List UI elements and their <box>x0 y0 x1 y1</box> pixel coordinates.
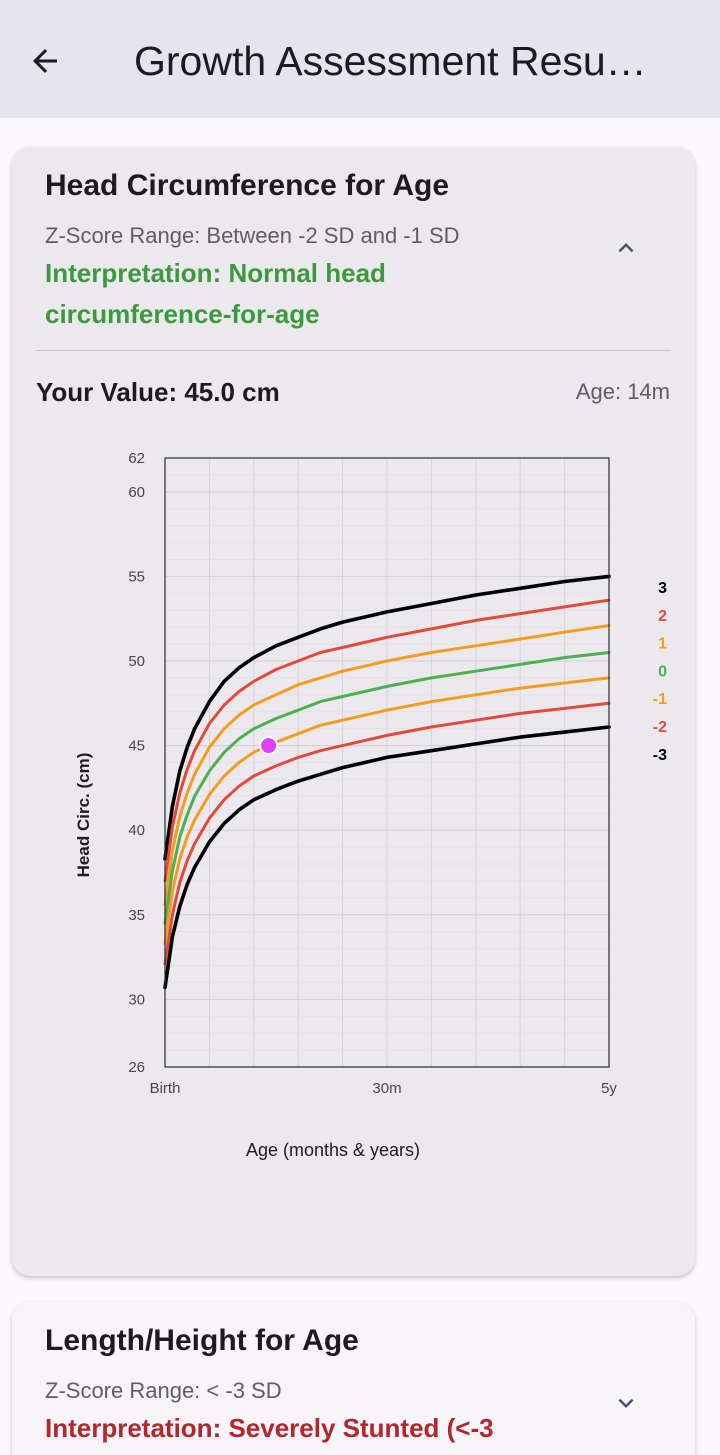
legend-label--3: -3 <box>653 747 667 764</box>
legend-label--2: -2 <box>653 719 667 736</box>
y-tick-label: 40 <box>128 822 145 839</box>
legend-label-3: 3 <box>658 580 667 597</box>
x-tick-label: 5y <box>601 1080 617 1097</box>
x-tick-label: 30m <box>372 1080 401 1097</box>
card-title: Head Circumference for Age <box>45 169 450 202</box>
app-bar: Growth Assessment Resu… <box>0 0 720 118</box>
series-line-3 <box>163 574 611 861</box>
legend-label-1: 1 <box>658 636 667 653</box>
your-value-marker <box>259 736 279 756</box>
y-tick-label: 35 <box>128 907 145 924</box>
legend-label--1: -1 <box>653 691 667 708</box>
interpretation-text: Interpretation: Severely Stunted (<-3 <box>45 1413 494 1443</box>
growth-chart: 3 2 1 0 -1 -2 -3 26 30 35 40 45 50 55 60 62 Birth 30m 5y Ag… <box>74 450 667 1160</box>
series-line-0 <box>163 651 611 925</box>
z-score-range: Z-Score Range: < -3 SD <box>45 1378 282 1403</box>
series-line--2 <box>163 701 611 966</box>
y-tick-label: 50 <box>128 653 145 670</box>
y-tick-label: 26 <box>128 1059 145 1076</box>
legend-label-2: 2 <box>658 608 667 625</box>
y-tick-label: 62 <box>128 450 145 467</box>
card-title: Length/Height for Age <box>45 1324 359 1357</box>
chevron-down-icon[interactable] <box>611 1388 641 1418</box>
y-tick-label: 55 <box>128 568 145 585</box>
arrow-left-icon <box>33 49 57 73</box>
divider <box>36 350 671 351</box>
y-tick-label: 30 <box>128 991 145 1008</box>
plot-frame <box>164 457 610 1068</box>
y-axis-title: Head Circ. (cm) <box>74 753 93 878</box>
legend-label-0: 0 <box>658 663 667 680</box>
x-axis-title: Age (months & years) <box>246 1140 420 1160</box>
your-value: Your Value: 45.0 cm <box>36 377 280 407</box>
series-line-2 <box>163 598 611 883</box>
head-circumference-card: Head Circumference for Age Z-Score Range… <box>12 147 695 1276</box>
y-tick-label: 60 <box>128 484 145 501</box>
chevron-up-icon[interactable] <box>611 233 641 263</box>
z-score-range: Z-Score Range: Between -2 SD and -1 SD <box>45 223 460 248</box>
age-value: Age: 14m <box>575 379 670 404</box>
series-line-1 <box>163 624 611 907</box>
length-height-card: Length/Height for Age Z-Score Range: < -… <box>12 1302 695 1455</box>
x-tick-label: Birth <box>150 1080 181 1097</box>
back-button[interactable] <box>18 34 72 88</box>
series-line--3 <box>163 725 611 990</box>
y-tick-label: 45 <box>128 738 145 755</box>
interpretation-text: Interpretation: Normal head circumferenc… <box>45 258 386 329</box>
page-title: Growth Assessment Resu… <box>134 38 647 84</box>
